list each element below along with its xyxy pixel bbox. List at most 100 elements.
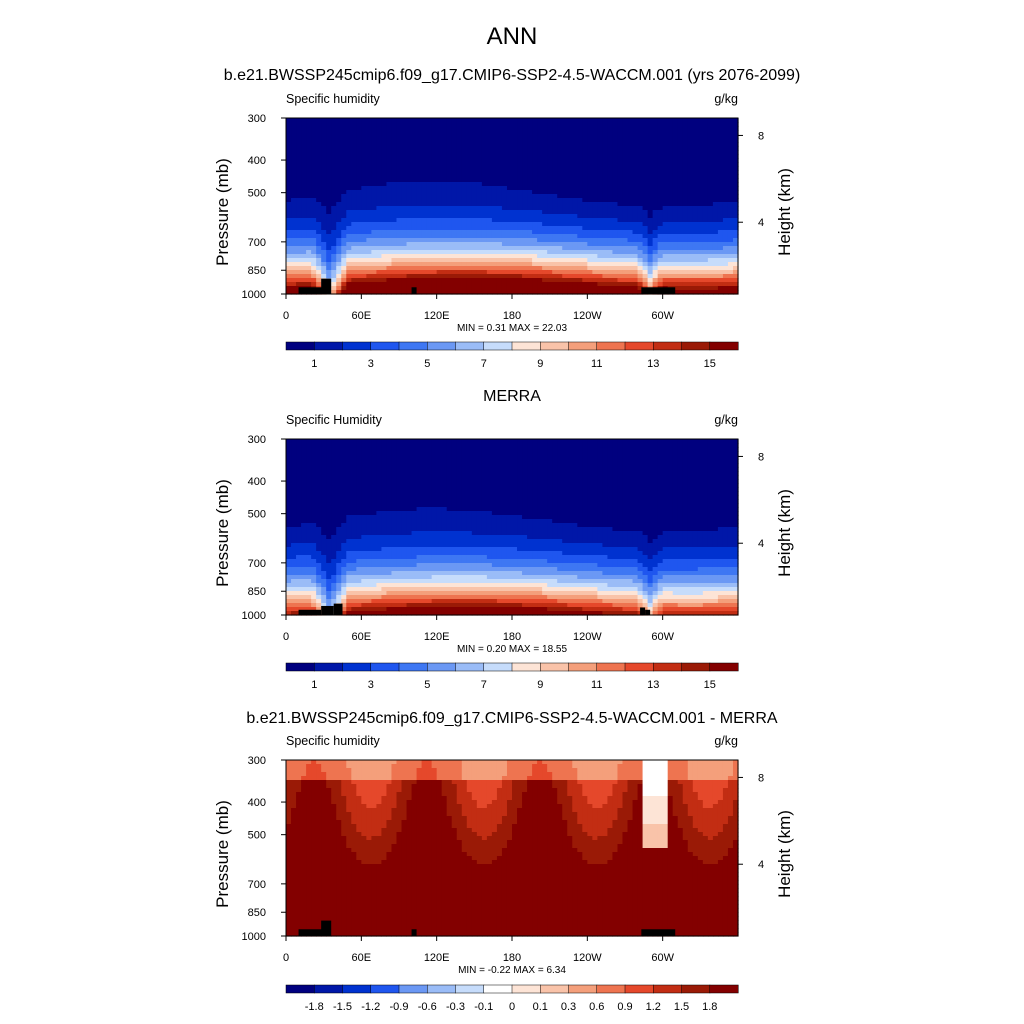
heatmap-cell — [562, 118, 568, 123]
heatmap-cell — [607, 122, 614, 127]
heatmap-cell — [517, 254, 523, 259]
heatmap-cell — [461, 162, 468, 167]
heatmap-cell — [326, 134, 332, 139]
heatmap-cell — [346, 222, 352, 227]
heatmap-cell — [411, 130, 418, 135]
heatmap-cell — [486, 154, 493, 159]
heatmap-cell — [416, 290, 423, 295]
heatmap-cell — [286, 266, 292, 271]
heatmap-cell — [537, 447, 543, 452]
heatmap-cell — [441, 258, 448, 263]
heatmap-cell — [296, 142, 302, 147]
heatmap-cell — [702, 270, 709, 275]
heatmap-cell — [501, 146, 508, 151]
heatmap-cell — [291, 118, 297, 123]
heatmap-cell — [331, 250, 337, 255]
heatmap-cell — [471, 194, 478, 199]
heatmap-cell — [567, 118, 573, 123]
heatmap-cell — [466, 262, 473, 267]
heatmap-cell — [667, 154, 674, 159]
heatmap-cell — [341, 451, 347, 456]
heatmap-cell — [371, 194, 377, 199]
heatmap-cell — [622, 186, 629, 191]
heatmap-cell — [587, 194, 593, 199]
heatmap-cell — [547, 443, 553, 448]
heatmap-cell — [512, 451, 518, 456]
heatmap-cell — [426, 447, 433, 452]
heatmap-cell — [356, 286, 362, 291]
heatmap-cell — [567, 447, 573, 452]
heatmap-cell — [627, 455, 634, 460]
heatmap-cell — [522, 194, 528, 199]
heatmap-cell — [301, 118, 307, 123]
heatmap-cell — [476, 214, 483, 219]
heatmap-cell — [657, 118, 664, 123]
heatmap-cell — [461, 118, 468, 123]
heatmap-cell — [446, 182, 453, 187]
heatmap-cell — [567, 150, 573, 155]
heatmap-cell — [411, 222, 418, 227]
heatmap-cell — [401, 278, 408, 283]
heatmap-cell — [286, 198, 292, 203]
heatmap-cell — [456, 134, 463, 139]
heatmap-cell — [386, 150, 393, 155]
heatmap-cell — [416, 170, 423, 175]
heatmap-cell — [376, 286, 383, 291]
heatmap-cell — [582, 455, 588, 460]
heatmap-cell — [441, 194, 448, 199]
heatmap-cell — [622, 138, 629, 143]
heatmap-cell — [346, 286, 352, 291]
heatmap-cell — [512, 134, 518, 139]
heatmap-cell — [441, 226, 448, 231]
x-tick-label: 0 — [283, 310, 289, 322]
heatmap-cell — [532, 158, 538, 163]
heatmap-cell — [717, 142, 724, 147]
heatmap-cell — [406, 166, 413, 171]
heatmap-cell — [291, 286, 297, 291]
heatmap-cell — [441, 186, 448, 191]
heatmap-cell — [667, 134, 674, 139]
heatmap-cell — [366, 455, 372, 460]
heatmap-cell — [622, 194, 629, 199]
heatmap-cell — [311, 250, 317, 255]
heatmap-cell — [291, 290, 297, 295]
heatmap-cell — [486, 290, 493, 295]
heatmap-cell — [361, 202, 367, 207]
heatmap-cell — [371, 246, 377, 251]
heatmap-cell — [527, 475, 533, 480]
heatmap-cell — [416, 206, 423, 211]
heatmap-cell — [341, 258, 347, 263]
heatmap-cell — [431, 262, 438, 267]
heatmap-cell — [331, 174, 337, 179]
heatmap-cell — [547, 146, 553, 151]
heatmap-cell — [517, 471, 523, 476]
heatmap-cell — [456, 278, 463, 283]
heatmap-cell — [652, 270, 659, 275]
heatmap-cell — [381, 146, 388, 151]
heatmap-cell — [291, 250, 297, 255]
heatmap-cell — [496, 447, 503, 452]
heatmap-cell — [642, 270, 649, 275]
heatmap-cell — [471, 218, 478, 223]
heatmap-cell — [622, 467, 629, 472]
heatmap-cell — [542, 262, 548, 267]
heatmap-cell — [707, 238, 714, 243]
heatmap-cell — [361, 467, 367, 472]
heatmap-cell — [466, 206, 473, 211]
heatmap-cell — [506, 174, 513, 179]
heatmap-cell — [547, 463, 553, 468]
heatmap-cell — [286, 178, 292, 183]
heatmap-cell — [587, 138, 593, 143]
heatmap-cell — [336, 170, 342, 175]
heatmap-cell — [341, 178, 347, 183]
heatmap-cell — [657, 471, 664, 476]
heatmap-cell — [562, 459, 568, 464]
heatmap-cell — [416, 286, 423, 291]
heatmap-cell — [506, 290, 513, 295]
heatmap-cell — [401, 126, 408, 131]
heatmap-cell — [381, 270, 388, 275]
heatmap-cell — [366, 475, 372, 480]
heatmap-cell — [326, 166, 332, 171]
heatmap-cell — [311, 158, 317, 163]
heatmap-cell — [567, 154, 573, 159]
